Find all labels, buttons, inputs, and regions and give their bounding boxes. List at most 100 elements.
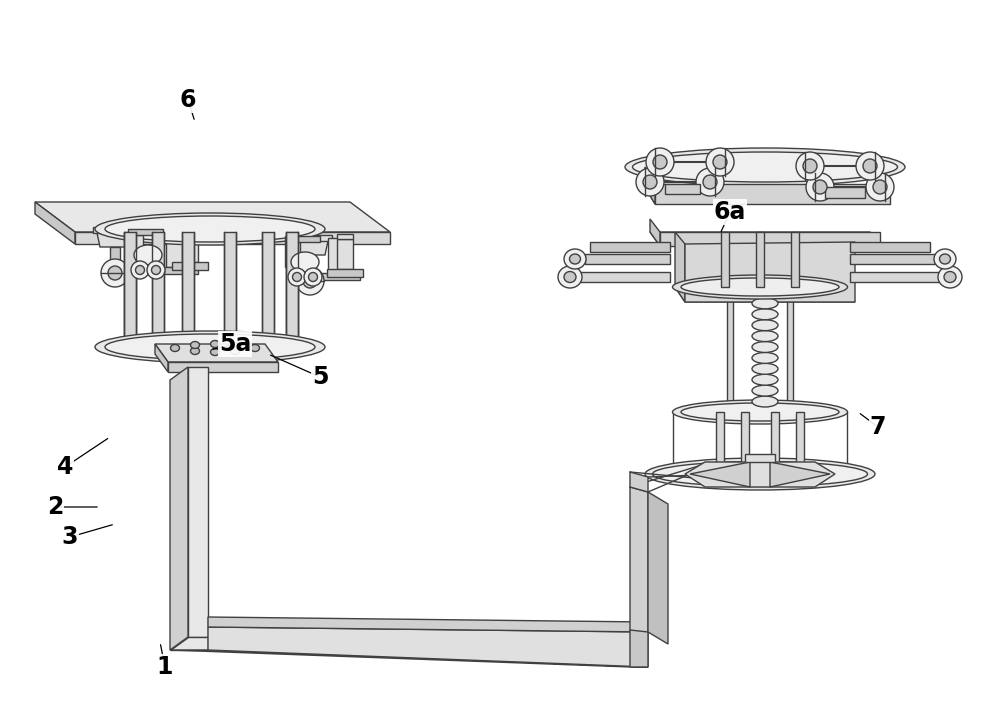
Ellipse shape	[681, 403, 839, 421]
Ellipse shape	[863, 159, 877, 173]
Text: 5: 5	[312, 365, 328, 389]
Polygon shape	[675, 232, 685, 302]
Ellipse shape	[147, 261, 165, 279]
Ellipse shape	[873, 180, 887, 194]
Ellipse shape	[296, 267, 324, 295]
Polygon shape	[721, 232, 729, 287]
Ellipse shape	[291, 252, 319, 272]
Polygon shape	[825, 187, 865, 198]
Polygon shape	[124, 232, 136, 347]
Ellipse shape	[653, 155, 667, 169]
Polygon shape	[685, 462, 835, 487]
Ellipse shape	[752, 320, 778, 331]
Ellipse shape	[681, 278, 839, 296]
Ellipse shape	[108, 266, 122, 280]
Polygon shape	[182, 227, 198, 232]
Polygon shape	[580, 272, 670, 282]
Polygon shape	[286, 232, 298, 350]
Polygon shape	[770, 462, 830, 487]
Polygon shape	[286, 232, 298, 347]
Polygon shape	[648, 492, 668, 644]
Polygon shape	[741, 412, 749, 474]
Polygon shape	[327, 269, 363, 277]
Polygon shape	[155, 344, 168, 372]
Text: 6a: 6a	[714, 200, 746, 224]
Polygon shape	[650, 219, 660, 246]
Polygon shape	[170, 367, 188, 650]
Ellipse shape	[633, 152, 898, 182]
Text: 6: 6	[180, 88, 196, 112]
Text: 1: 1	[157, 655, 173, 679]
Polygon shape	[850, 242, 930, 252]
Ellipse shape	[752, 396, 778, 407]
Polygon shape	[690, 462, 750, 487]
Polygon shape	[745, 454, 775, 462]
Polygon shape	[292, 241, 328, 255]
Ellipse shape	[190, 342, 200, 349]
Polygon shape	[285, 236, 320, 242]
Polygon shape	[305, 255, 315, 271]
Ellipse shape	[292, 272, 302, 282]
Polygon shape	[110, 247, 120, 263]
Ellipse shape	[134, 245, 162, 265]
Ellipse shape	[250, 344, 260, 352]
Ellipse shape	[944, 271, 956, 282]
Ellipse shape	[752, 309, 778, 320]
Polygon shape	[168, 362, 278, 372]
Ellipse shape	[570, 254, 580, 264]
Polygon shape	[850, 254, 935, 264]
Ellipse shape	[645, 458, 875, 490]
Ellipse shape	[752, 298, 778, 309]
Ellipse shape	[672, 275, 848, 299]
Ellipse shape	[752, 374, 778, 385]
Polygon shape	[262, 232, 274, 347]
Polygon shape	[645, 167, 655, 204]
Polygon shape	[170, 650, 648, 667]
Ellipse shape	[752, 331, 778, 342]
Ellipse shape	[706, 148, 734, 176]
Polygon shape	[188, 367, 208, 637]
Ellipse shape	[752, 363, 778, 374]
Ellipse shape	[105, 216, 315, 242]
Polygon shape	[124, 232, 136, 350]
Ellipse shape	[131, 261, 149, 279]
Ellipse shape	[752, 287, 778, 298]
Polygon shape	[791, 232, 799, 287]
Ellipse shape	[210, 341, 220, 347]
Polygon shape	[630, 622, 648, 667]
Polygon shape	[665, 184, 700, 194]
Ellipse shape	[652, 461, 868, 487]
Ellipse shape	[752, 352, 778, 363]
Polygon shape	[660, 232, 880, 246]
Ellipse shape	[564, 271, 576, 282]
Ellipse shape	[803, 159, 817, 173]
Polygon shape	[645, 187, 890, 204]
Ellipse shape	[866, 173, 894, 201]
Ellipse shape	[696, 168, 724, 196]
Ellipse shape	[806, 173, 834, 201]
Ellipse shape	[95, 213, 325, 245]
Polygon shape	[727, 287, 733, 407]
Ellipse shape	[303, 274, 317, 288]
Polygon shape	[655, 184, 890, 204]
Ellipse shape	[95, 331, 325, 363]
Polygon shape	[630, 472, 648, 492]
Polygon shape	[328, 238, 352, 273]
Ellipse shape	[170, 344, 180, 352]
Polygon shape	[585, 254, 670, 264]
Ellipse shape	[643, 175, 657, 189]
Ellipse shape	[308, 272, 318, 282]
Polygon shape	[155, 344, 278, 362]
Ellipse shape	[813, 180, 827, 194]
Polygon shape	[630, 487, 648, 632]
Ellipse shape	[856, 152, 884, 180]
Polygon shape	[320, 273, 360, 280]
Polygon shape	[128, 235, 143, 260]
Polygon shape	[182, 232, 194, 347]
Text: 5a: 5a	[219, 332, 251, 356]
Polygon shape	[35, 202, 390, 232]
Polygon shape	[35, 202, 75, 244]
Polygon shape	[158, 267, 198, 274]
Ellipse shape	[152, 266, 160, 274]
Ellipse shape	[752, 342, 778, 352]
